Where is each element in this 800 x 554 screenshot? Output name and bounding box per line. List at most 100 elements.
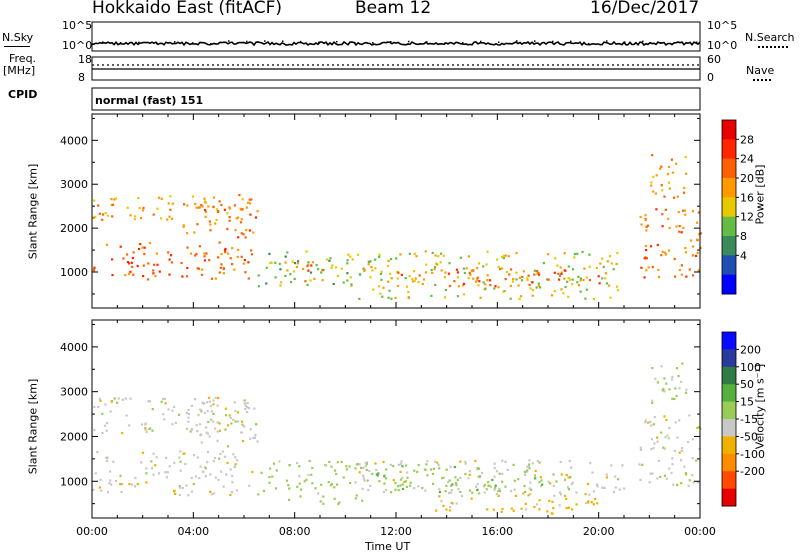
power-echo-cell — [170, 217, 174, 220]
power-echo-cell — [531, 294, 534, 297]
velocity-echo-cell — [218, 422, 221, 425]
power-echo-cell — [168, 258, 171, 261]
velocity-echo-cell — [639, 446, 642, 449]
power-echo-cell — [229, 257, 232, 260]
power-echo-cell — [240, 232, 243, 235]
velocity-colorbar-tick-label: 50 — [740, 378, 754, 391]
power-echo-cell — [674, 275, 677, 278]
power-echo-cell — [407, 291, 410, 294]
velocity-echo-cell — [449, 465, 452, 468]
power-echo-cell — [387, 296, 390, 299]
cpid-panel-frame — [91, 87, 701, 111]
velocity-echo-cell — [173, 489, 176, 492]
velocity-echo-cell — [162, 413, 165, 416]
power-echo-cell — [465, 267, 468, 270]
power-echo-cell — [684, 246, 687, 250]
power-echo-cell — [610, 262, 613, 265]
velocity-echo-cell — [187, 413, 190, 416]
velocity-echo-cell — [241, 423, 244, 426]
velocity-echo-cell — [271, 475, 274, 478]
power-echo-cell — [668, 226, 671, 230]
velocity-echo-cell — [468, 489, 472, 492]
velocity-echo-cell — [247, 407, 251, 410]
noise-search-dot — [300, 40, 302, 43]
power-echo-cell — [197, 267, 201, 270]
power-echo-cell — [243, 259, 246, 262]
velocity-echo-cell — [450, 489, 454, 492]
noise-search-dot — [246, 40, 248, 43]
velocity-ytick-label: 1000 — [60, 475, 88, 488]
velocity-echo-cell — [392, 479, 395, 482]
velocity-echo-cell — [512, 509, 515, 512]
power-echo-cell — [325, 258, 329, 261]
power-echo-cell — [670, 158, 673, 161]
velocity-echo-cell — [178, 456, 181, 459]
power-echo-cell — [462, 267, 465, 270]
nsky-tick-bottom: 10^0 — [62, 39, 93, 52]
velocity-echo-cell — [109, 479, 112, 482]
power-echo-cell — [537, 271, 540, 274]
power-echo-cell — [539, 286, 542, 289]
velocity-echo-cell — [497, 494, 500, 497]
velocity-echo-cell — [219, 452, 222, 456]
power-echo-cell — [697, 269, 700, 272]
velocity-echo-cell — [110, 483, 113, 486]
power-echo-cell — [101, 218, 104, 221]
power-echo-cell — [646, 224, 649, 227]
power-echo-cell — [573, 256, 576, 259]
power-echo-cell — [331, 264, 334, 267]
velocity-echo-cell — [437, 464, 440, 467]
velocity-echo-cell — [468, 470, 471, 473]
time-tick-label: 00:00 — [684, 525, 716, 538]
velocity-echo-cell — [322, 502, 325, 505]
velocity-echo-cell — [171, 423, 174, 426]
velocity-echo-cell — [330, 465, 333, 468]
velocity-echo-cell — [317, 492, 320, 495]
power-echo-cell — [675, 162, 678, 165]
power-echo-cell — [102, 213, 105, 216]
power-echo-cell — [564, 285, 567, 289]
velocity-echo-cell — [242, 439, 245, 443]
velocity-echo-cell — [382, 460, 385, 464]
power-echo-cell — [114, 197, 117, 200]
velocity-colorbar-segment — [722, 401, 736, 420]
power-echo-cell — [639, 215, 642, 218]
power-echo-cell — [484, 283, 487, 286]
velocity-echo-cell — [148, 400, 151, 403]
power-echo-cell — [248, 229, 252, 232]
velocity-echo-cell — [106, 459, 109, 462]
noise-search-dot — [534, 40, 536, 42]
velocity-echo-cell — [445, 468, 448, 471]
power-echo-cell — [459, 256, 462, 259]
velocity-echo-cell — [385, 477, 388, 480]
power-echo-cell — [437, 255, 440, 258]
power-echo-cell — [320, 271, 323, 274]
power-echo-cell — [92, 267, 96, 271]
velocity-echo-cell — [254, 433, 257, 437]
velocity-echo-cell — [595, 483, 599, 486]
velocity-echo-cell — [649, 472, 652, 475]
power-echo-cell — [567, 295, 570, 298]
velocity-echo-cell — [668, 426, 671, 430]
velocity-echo-cell — [500, 510, 503, 513]
velocity-echo-cell — [354, 467, 357, 470]
velocity-echo-cell — [567, 476, 570, 479]
power-echo-cell — [536, 270, 539, 273]
velocity-echo-cell — [114, 480, 117, 483]
power-echo-cell — [501, 255, 504, 259]
power-echo-cell — [306, 264, 309, 268]
power-echo-cell — [205, 252, 208, 255]
power-echo-cell — [671, 171, 674, 174]
velocity-echo-cell — [296, 461, 299, 465]
power-echo-cell — [111, 203, 115, 206]
velocity-echo-cell — [434, 460, 437, 463]
velocity-echo-cell — [217, 396, 220, 400]
velocity-echo-cell — [330, 483, 333, 486]
power-echo-cell — [204, 209, 207, 212]
power-echo-cell — [307, 263, 310, 266]
power-echo-cell — [274, 276, 277, 279]
velocity-echo-cell — [232, 418, 235, 421]
power-echo-cell — [537, 282, 540, 285]
power-echo-cell — [247, 261, 250, 264]
velocity-echo-cell — [151, 429, 154, 432]
